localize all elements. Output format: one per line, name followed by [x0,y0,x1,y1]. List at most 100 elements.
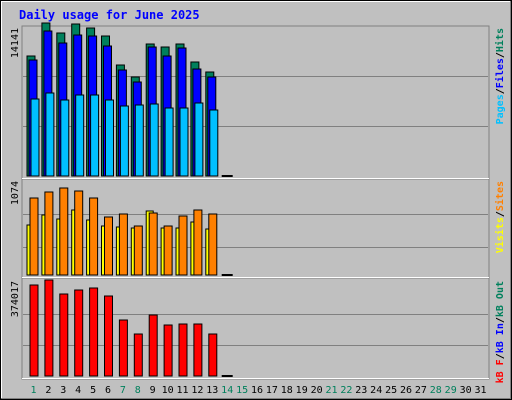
pages-bar [30,98,40,177]
day-label: 12 [191,385,203,396]
day-label: 30 [460,385,472,396]
pages-bar [105,99,114,177]
legend-hits: Hits [494,28,506,52]
middle-legend: Visits/Sites [494,181,506,253]
day-label: 10 [162,385,174,396]
day-label: 29 [445,385,457,396]
day-label: 9 [150,385,156,396]
gridlines [23,76,488,346]
sites-bar [89,197,99,276]
sites-bar [118,213,128,276]
day-label: 17 [266,385,278,396]
day-label: 5 [90,385,96,396]
sites-bar [193,209,203,276]
legend-sites: Sites [494,181,506,211]
legend-files: Files [494,58,506,88]
day-label: 22 [340,385,352,396]
pages-bar [119,105,129,177]
day-label: 19 [296,385,308,396]
day-label: 11 [176,385,188,396]
kb-f-bar [178,323,188,377]
sites-bar [74,190,84,276]
pages-bar [164,107,174,177]
day-label: 8 [135,385,141,396]
legend-sep: / [495,211,506,217]
legend-kb-in: kB In [495,323,506,353]
pages-bar [209,109,219,177]
day-label: 20 [311,385,323,396]
zero-bar-marker [221,274,233,276]
day-label: 14 [221,385,233,396]
day-label: 27 [415,385,427,396]
x-axis-day-labels: 1 2 3 4 5 6 7 8 9 10 11 12 13 14 15 16 17 18 19 20 21 22 23 24 2… [30,385,486,396]
kb-f-bar [193,323,203,377]
kb-f-bar [59,293,69,377]
sites-bar [163,225,173,276]
day-label: 23 [355,385,367,396]
chart-title: Daily usage for June 2025 [19,8,200,22]
top-scale-label: 14141 [10,28,21,58]
sites-bar [208,213,218,276]
sites-bar [148,212,158,276]
day-label: 6 [105,385,111,396]
legend-sep: / [495,52,506,58]
day-label: 18 [281,385,293,396]
day-label: 13 [206,385,218,396]
day-label: 26 [400,385,412,396]
top-legend: Pages/Files/Hits [494,28,506,124]
sites-bar [178,215,188,276]
kb-f-bar [29,284,39,377]
sites-bar [59,187,69,276]
day-label: 16 [251,385,263,396]
panel-frames [21,25,490,380]
sites-bar [104,216,113,276]
legend-sep: / [495,317,506,323]
kb-f-bar [89,287,99,377]
kb-f-bar [118,319,128,377]
zero-bar-marker [221,375,233,377]
sites-bar [133,225,143,276]
day-label: 2 [45,385,51,396]
panel-middle-frame [21,178,490,279]
kb-f-bar [133,333,143,377]
pages-bar [134,104,144,177]
pages-bar [149,103,159,177]
legend-kb-f: kB F [495,359,506,383]
kb-f-bar [74,289,84,377]
kb-f-bar [208,333,218,377]
pages-bar [75,94,85,177]
middle-scale-label: 1074 [10,181,21,205]
kb-f-bar [104,295,113,377]
kb-f-bar [148,314,158,377]
sites-bar [44,191,54,276]
pages-bar [179,107,189,177]
day-label: 24 [370,385,382,396]
day-label: 25 [385,385,397,396]
day-label: 31 [474,385,486,396]
panel-bottom-frame [21,277,490,380]
zero-bar-marker [221,175,233,177]
legend-kb-out: kB Out [495,281,506,317]
pages-bar [60,99,70,177]
pages-bar [90,94,100,177]
legend-sep: / [495,353,506,359]
legend-sep: / [495,88,506,94]
kb-f-bar [163,324,173,377]
kb-f-bar [44,279,54,377]
sites-bar [29,197,39,276]
bottom-scale-label: 374017 [10,281,21,317]
day-label: 4 [75,385,81,396]
day-label: 3 [60,385,66,396]
day-label: 1 [30,385,36,396]
pages-bar [45,92,55,177]
day-label: 21 [325,385,337,396]
pages-bar [194,102,204,177]
bottom-legend: kB F/kB In/kB Out [495,281,506,383]
legend-visits: Visits [494,217,506,253]
day-label: 7 [120,385,126,396]
day-label: 28 [430,385,442,396]
day-label: 15 [236,385,248,396]
bars [26,22,233,377]
legend-pages: Pages [495,94,506,124]
